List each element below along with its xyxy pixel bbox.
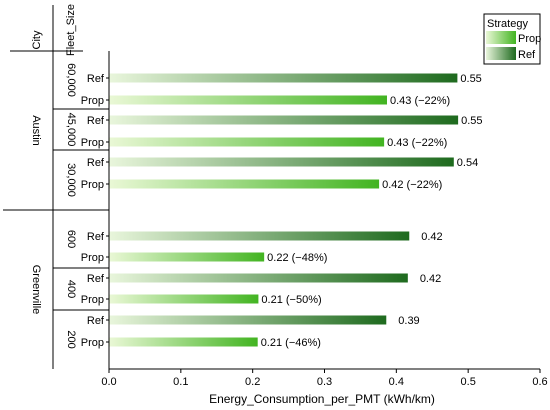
- x-tick-label: 0.5: [461, 376, 476, 388]
- strategy-label: Ref: [87, 115, 105, 127]
- strategy-label: Prop: [81, 294, 104, 306]
- strategy-label: Ref: [87, 73, 105, 85]
- fleet-size-label: 60,000: [65, 63, 77, 97]
- data-label: 0.42: [420, 273, 441, 285]
- fleet-size-label: 400: [65, 280, 77, 298]
- fleet-size-label: 45,000: [65, 113, 77, 147]
- city-label: Austin: [30, 115, 42, 146]
- x-tick-label: 0.0: [101, 376, 116, 388]
- strategy-label: Prop: [81, 95, 104, 107]
- bar-ref: [109, 315, 387, 325]
- x-tick-label: 0.4: [389, 376, 404, 388]
- bar-ref: [109, 157, 454, 167]
- city-label: Greenville: [30, 265, 42, 315]
- fleet-size-label: 30,000: [65, 163, 77, 197]
- city-header: City: [31, 30, 43, 49]
- data-label: 0.43 (−22%): [390, 95, 450, 107]
- bar-prop: [109, 252, 265, 262]
- row-group-structure: Austin 60,000 45,000 30,000 Greenville 600 400…: [3, 51, 109, 369]
- legend-title: Strategy: [487, 18, 528, 30]
- strategy-label: Ref: [87, 273, 105, 285]
- strategy-label: Prop: [81, 337, 104, 349]
- data-label: 0.55: [461, 115, 482, 127]
- legend: Strategy Prop Ref: [483, 13, 541, 65]
- legend-swatch-prop: [486, 31, 516, 44]
- fleet-size-label: 600: [65, 230, 77, 248]
- strategy-label: Prop: [81, 137, 104, 149]
- x-tick-label: 0.3: [317, 376, 332, 388]
- x-axis-label: Energy_Consumption_per_PMT (kWh/km): [209, 392, 435, 406]
- bar-prop: [109, 137, 385, 147]
- data-label: 0.22 (−48%): [267, 252, 327, 264]
- strategy-label: Ref: [87, 157, 105, 169]
- bar-prop: [109, 95, 387, 105]
- data-label: 0.21 (−46%): [261, 337, 321, 349]
- data-label: 0.21 (−50%): [261, 294, 321, 306]
- strategy-label: Ref: [87, 315, 105, 327]
- data-label: 0.54: [457, 157, 478, 169]
- strategy-label: Prop: [81, 179, 104, 191]
- legend-label-ref: Ref: [518, 49, 536, 61]
- bar-prop: [109, 337, 258, 347]
- bar-prop: [109, 179, 380, 189]
- strategy-label: Ref: [87, 231, 105, 243]
- data-label: 0.43 (−22%): [387, 137, 447, 149]
- x-tick-label: 0.2: [245, 376, 260, 388]
- bar-ref: [109, 273, 408, 283]
- bar-ref: [109, 231, 410, 241]
- bar-prop: [109, 294, 259, 304]
- bars-layer: Ref 0.55 Prop 0.43 (−22%) Ref 0.55 Prop 0.43 (−…: [81, 73, 483, 349]
- bar-ref: [109, 73, 458, 83]
- fleet-size-label: 200: [65, 330, 77, 348]
- fleet-size-header: Fleet_Size: [65, 4, 77, 56]
- legend-swatch-ref: [486, 47, 516, 60]
- data-label: 0.42 (−22%): [382, 179, 442, 191]
- x-tick-label: 0.6: [532, 376, 547, 388]
- legend-label-prop: Prop: [518, 33, 541, 45]
- data-label: 0.42: [421, 231, 442, 243]
- data-label: 0.55: [460, 73, 481, 85]
- x-ticks: 0.0 0.1 0.2 0.3 0.4 0.5 0.6: [101, 369, 548, 388]
- bar-ref: [109, 115, 459, 125]
- strategy-label: Prop: [81, 252, 104, 264]
- x-tick-label: 0.1: [173, 376, 188, 388]
- data-label: 0.39: [398, 315, 419, 327]
